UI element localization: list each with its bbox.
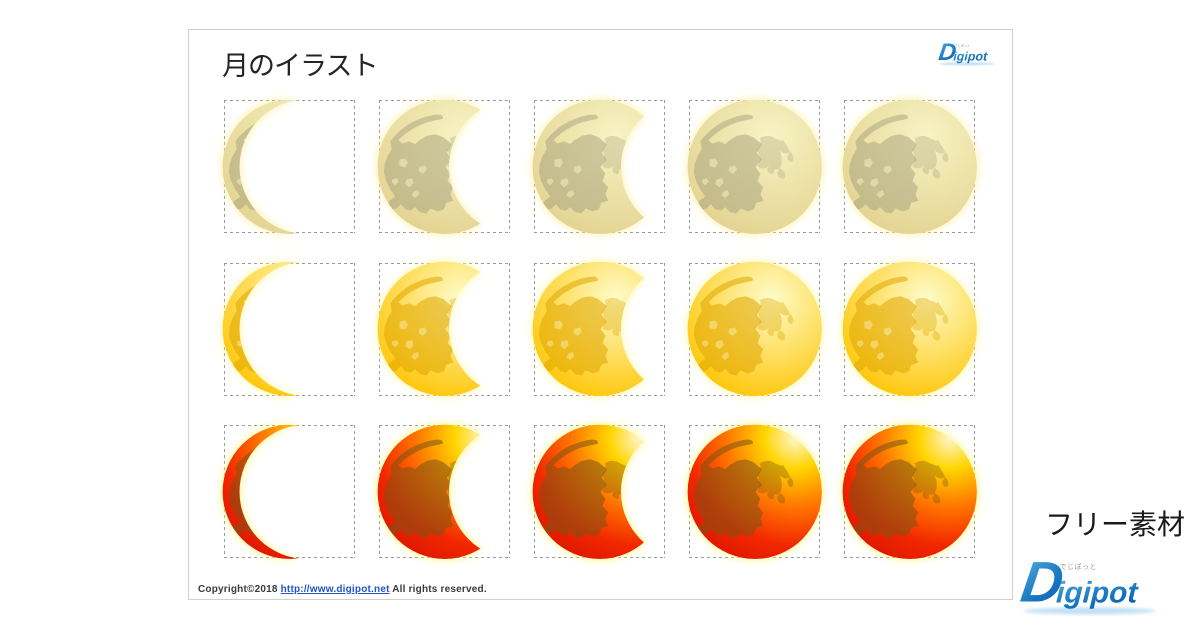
svg-text:でじぽっと: でじぽっと xyxy=(1060,563,1097,571)
svg-text:igipot: igipot xyxy=(1055,576,1139,609)
svg-text:igipot: igipot xyxy=(953,49,988,63)
